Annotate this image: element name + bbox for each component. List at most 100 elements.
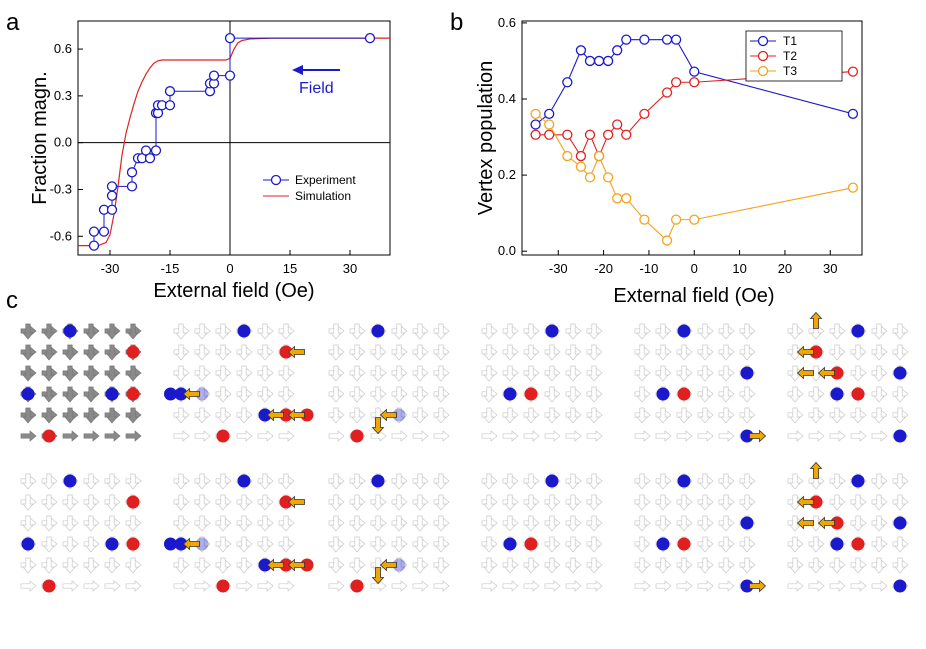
nanomagnet-arrow <box>83 430 100 442</box>
nanomagnet-arrow <box>657 494 669 511</box>
legend-label-t2: T2 <box>783 49 797 63</box>
y-tick-label-a: -0.3 <box>50 181 72 196</box>
nanomagnet-arrow <box>720 386 732 403</box>
nanomagnet-arrow <box>435 515 447 532</box>
nanomagnet-arrow <box>831 557 843 574</box>
nanomagnet-arrow <box>217 407 229 424</box>
y-tick-label-a: 0.0 <box>54 135 72 150</box>
nanomagnet-arrow <box>873 323 885 340</box>
nanomagnet-arrow <box>85 515 97 532</box>
nanomagnet-arrow <box>330 494 342 511</box>
red-vertex <box>279 345 293 359</box>
red-vertex <box>279 408 293 422</box>
legend-label-t1: T1 <box>783 34 797 48</box>
nanomagnet-arrow <box>127 323 139 340</box>
nanomagnet-arrow <box>330 344 342 361</box>
nanomagnet-arrow <box>175 407 187 424</box>
nanomagnet-arrow <box>257 430 274 442</box>
nanomagnet-arrow <box>414 473 426 490</box>
nanomagnet-arrow <box>657 344 669 361</box>
nanomagnet-arrow <box>504 494 516 511</box>
panel-label-c: c <box>6 287 18 314</box>
red-vertex <box>851 537 865 551</box>
legend-label-t3: T3 <box>783 64 797 78</box>
nanomagnet-arrow <box>697 580 714 592</box>
blue-vertex <box>258 408 272 422</box>
nanomagnet-arrow <box>810 536 822 553</box>
lattice-snapshots <box>20 311 909 593</box>
nanomagnet-arrow <box>588 536 600 553</box>
nanomagnet-arrow <box>655 580 672 592</box>
nanomagnet-arrow <box>22 515 34 532</box>
nanomagnet-arrow <box>831 473 843 490</box>
nanomagnet-arrow <box>43 407 55 424</box>
nanomagnet-arrow <box>280 473 292 490</box>
red-vertex <box>524 387 538 401</box>
nanomagnet-arrow <box>435 344 447 361</box>
nanomagnet-arrow <box>567 344 579 361</box>
nanomagnet-arrow <box>20 430 37 442</box>
nanomagnet-arrow <box>699 494 711 511</box>
nanomagnet-arrow <box>435 407 447 424</box>
field-label: Field <box>299 80 334 97</box>
nanomagnet-arrow <box>873 365 885 382</box>
lattice-snapshot <box>634 473 767 593</box>
nanomagnet-arrow <box>43 323 55 340</box>
nanomagnet-arrow <box>636 386 648 403</box>
legend-b: T1 T2 T3 <box>745 30 843 82</box>
data-point-t1 <box>621 34 632 45</box>
nanomagnet-arrow <box>217 515 229 532</box>
nanomagnet-arrow <box>351 515 363 532</box>
nanomagnet-arrow <box>106 344 118 361</box>
nanomagnet-arrow <box>435 473 447 490</box>
flip-arrow <box>796 495 814 509</box>
nanomagnet-arrow <box>720 473 732 490</box>
nanomagnet-arrow <box>525 473 537 490</box>
x-tick-label-b: 20 <box>778 261 792 276</box>
flip-arrow <box>817 516 835 530</box>
nanomagnet-arrow <box>678 365 690 382</box>
series-line-simulation <box>78 37 390 247</box>
nanomagnet-arrow <box>544 430 561 442</box>
data-point-t3 <box>602 172 614 183</box>
nanomagnet-arrow <box>525 323 537 340</box>
nanomagnet-arrow <box>43 473 55 490</box>
nanomagnet-arrow <box>657 515 669 532</box>
nanomagnet-arrow <box>481 580 498 592</box>
red-vertex <box>126 537 140 551</box>
nanomagnet-arrow <box>22 494 34 511</box>
nanomagnet-arrow <box>810 386 822 403</box>
nanomagnet-arrow <box>106 323 118 340</box>
nanomagnet-arrow <box>586 430 603 442</box>
nanomagnet-arrow <box>22 557 34 574</box>
red-vertex <box>126 387 140 401</box>
nanomagnet-arrow <box>106 365 118 382</box>
nanomagnet-arrow <box>414 323 426 340</box>
nanomagnet-arrow <box>238 344 250 361</box>
blue-vertex <box>371 474 385 488</box>
nanomagnet-arrow <box>62 430 79 442</box>
legend-marker-t3 <box>757 65 769 77</box>
nanomagnet-arrow <box>789 323 801 340</box>
data-point-experiment <box>106 204 118 215</box>
nanomagnet-arrow <box>194 430 211 442</box>
lattice-snapshot <box>328 323 450 443</box>
blue-vertex <box>740 579 754 593</box>
nanomagnet-arrow <box>351 386 363 403</box>
nanomagnet-arrow <box>808 430 825 442</box>
nanomagnet-arrow <box>22 323 34 340</box>
nanomagnet-arrow <box>238 494 250 511</box>
nanomagnet-arrow <box>43 344 55 361</box>
nanomagnet-arrow <box>699 473 711 490</box>
data-point-t3 <box>562 150 573 162</box>
nanomagnet-arrow <box>64 515 76 532</box>
legend-label-experiment: Experiment <box>295 173 356 187</box>
red-vertex <box>677 387 691 401</box>
data-point-t3 <box>544 119 555 130</box>
flip-arrow <box>809 461 823 479</box>
blue-vertex <box>503 387 517 401</box>
nanomagnet-arrow <box>720 365 732 382</box>
nanomagnet-arrow <box>873 515 885 532</box>
nanomagnet-arrow <box>351 344 363 361</box>
nanomagnet-arrow <box>22 365 34 382</box>
